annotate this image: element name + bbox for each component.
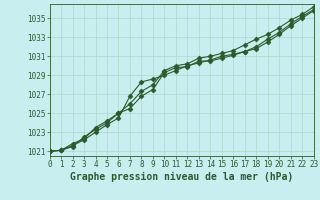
X-axis label: Graphe pression niveau de la mer (hPa): Graphe pression niveau de la mer (hPa) (70, 172, 293, 182)
